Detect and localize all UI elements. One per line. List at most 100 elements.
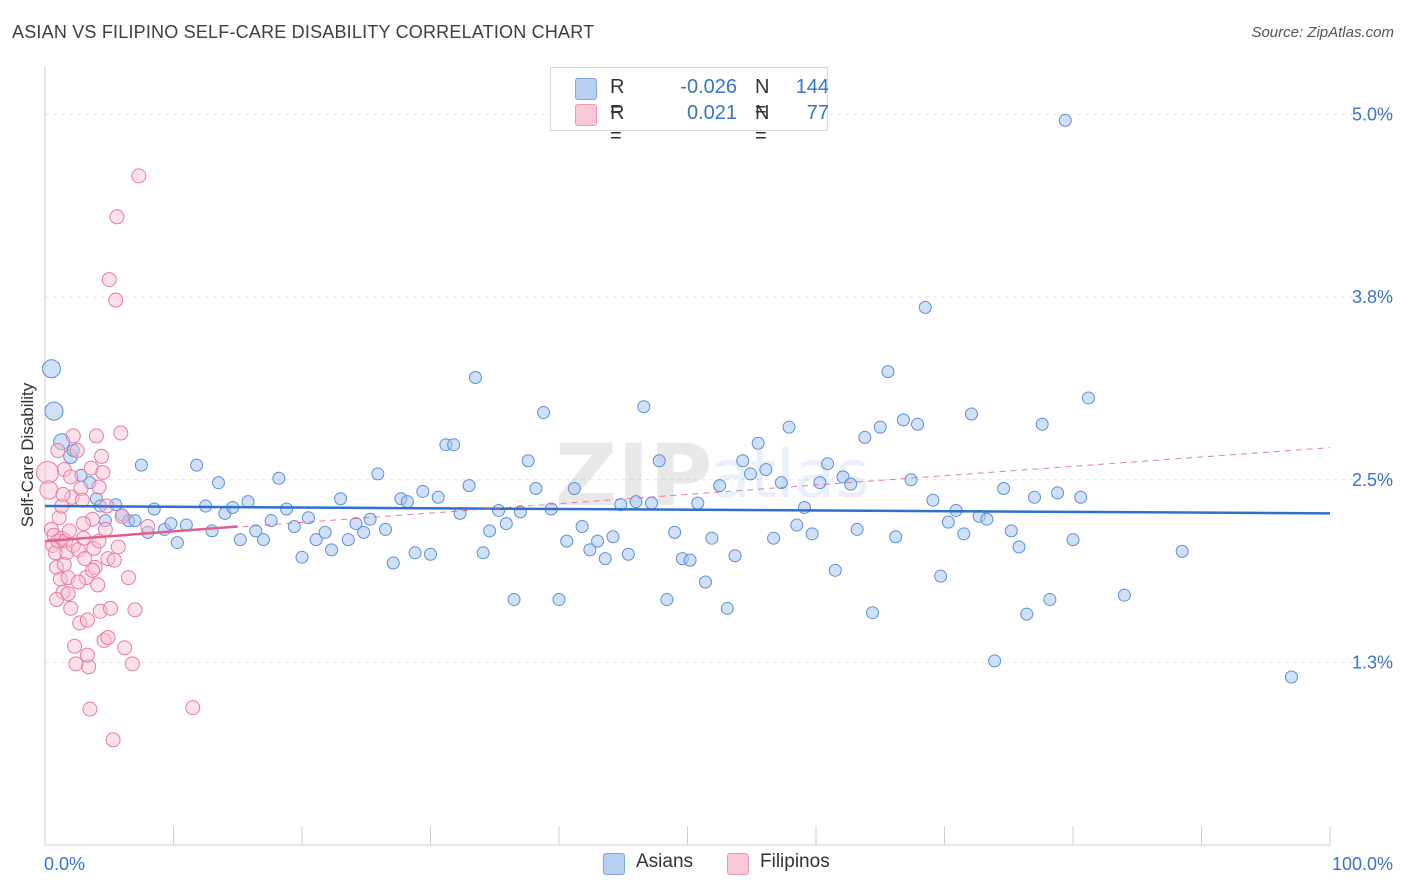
- legend-asians-label: Asians: [636, 851, 694, 872]
- asian-point: [371, 467, 385, 481]
- asian-point: [241, 495, 255, 509]
- filipino-point: [36, 460, 60, 484]
- asian-point: [805, 527, 819, 541]
- filipino-point: [127, 602, 143, 618]
- filipino-point: [63, 469, 79, 485]
- filipino-point: [140, 519, 156, 535]
- asian-point: [997, 482, 1011, 496]
- y-tick-label: 5.0%: [1352, 105, 1393, 125]
- filipino-point: [88, 428, 104, 444]
- asian-point: [334, 492, 348, 506]
- asian-point: [889, 530, 903, 544]
- asian-point: [386, 556, 400, 570]
- asian-point: [1051, 486, 1065, 500]
- asian-point: [957, 527, 971, 541]
- filipino-point: [82, 701, 98, 717]
- filipino-point: [117, 640, 133, 656]
- asian-point: [1117, 588, 1131, 602]
- asian-point: [720, 601, 734, 615]
- n-label: N =: [755, 102, 770, 147]
- asian-point: [941, 515, 955, 529]
- asian-point: [606, 530, 620, 544]
- filipino-point: [131, 168, 147, 184]
- filipino-point: [114, 508, 130, 524]
- r-value: 0.021: [686, 102, 737, 124]
- filipino-point: [91, 479, 107, 495]
- asian-point: [492, 503, 506, 517]
- filipino-point: [67, 638, 83, 654]
- filipino-point: [61, 523, 77, 539]
- filipino-point: [105, 732, 121, 748]
- asian-point: [844, 477, 858, 491]
- filipino-point: [81, 659, 97, 675]
- filipino-point: [121, 570, 137, 586]
- asian-point: [264, 514, 278, 528]
- filipino-point: [86, 540, 102, 556]
- series-asians: [41, 113, 1298, 684]
- filipino-point: [83, 460, 99, 476]
- asian-point: [205, 524, 219, 538]
- asian-point: [134, 458, 148, 472]
- asian-point: [363, 512, 377, 526]
- asian-point: [164, 517, 178, 531]
- asian-point: [964, 407, 978, 421]
- filipino-point: [110, 539, 126, 555]
- filipino-point: [100, 630, 116, 646]
- series-filipinos: [36, 168, 201, 748]
- asian-point: [537, 406, 551, 420]
- y-axis-label: Self-Care Disability: [18, 382, 37, 528]
- asian-point: [560, 534, 574, 548]
- n-value: 144: [795, 76, 829, 98]
- filipino-point: [39, 480, 59, 500]
- filipinos-trend-line: [44, 525, 238, 543]
- filipinos-swatch: [727, 853, 749, 875]
- asian-point: [774, 476, 788, 490]
- asian-point: [813, 476, 827, 490]
- asian-point: [128, 514, 142, 528]
- asian-point: [325, 543, 339, 557]
- asian-point: [660, 593, 674, 607]
- asian-point: [850, 522, 864, 536]
- asian-point: [614, 498, 628, 512]
- filipino-point: [109, 209, 125, 225]
- asian-point: [759, 463, 773, 477]
- axes: [44, 66, 1331, 846]
- legend-filipinos-label: Filipinos: [760, 851, 830, 872]
- asian-point: [988, 654, 1002, 668]
- asian-point: [668, 525, 682, 539]
- asian-point: [424, 547, 437, 561]
- asian-point: [507, 593, 521, 607]
- asian-point: [249, 524, 263, 538]
- x-tick-labels: 0.0% 100.0%: [44, 854, 1393, 874]
- asian-point: [713, 479, 727, 493]
- asian-point: [1020, 607, 1034, 621]
- filipino-point: [69, 443, 85, 459]
- y-tick-label: 2.5%: [1352, 470, 1393, 490]
- asians-swatch: [575, 78, 597, 100]
- n-label: N =: [755, 76, 770, 121]
- filipino-point: [65, 428, 81, 444]
- filipino-point: [108, 292, 124, 308]
- asian-point: [309, 533, 323, 547]
- filipino-point: [87, 559, 103, 575]
- asian-point: [698, 575, 712, 589]
- asian-point: [797, 501, 811, 515]
- asian-point: [499, 517, 513, 531]
- asian-point: [1284, 670, 1298, 684]
- asians-swatch: [603, 853, 625, 875]
- asian-point: [400, 495, 414, 509]
- asian-point: [483, 524, 497, 538]
- asian-point: [1027, 490, 1041, 504]
- asian-point: [1043, 593, 1057, 607]
- asian-point: [529, 482, 543, 496]
- asian-point: [1004, 524, 1018, 538]
- asian-point: [280, 502, 294, 516]
- chart-title: ASIAN VS FILIPINO SELF-CARE DISABILITY C…: [12, 22, 595, 42]
- filipino-point: [185, 700, 201, 716]
- asian-point: [896, 413, 910, 427]
- asian-point: [790, 518, 804, 532]
- asian-point: [652, 454, 666, 468]
- asian-point: [256, 533, 270, 547]
- asians-trend-line: [44, 504, 1331, 515]
